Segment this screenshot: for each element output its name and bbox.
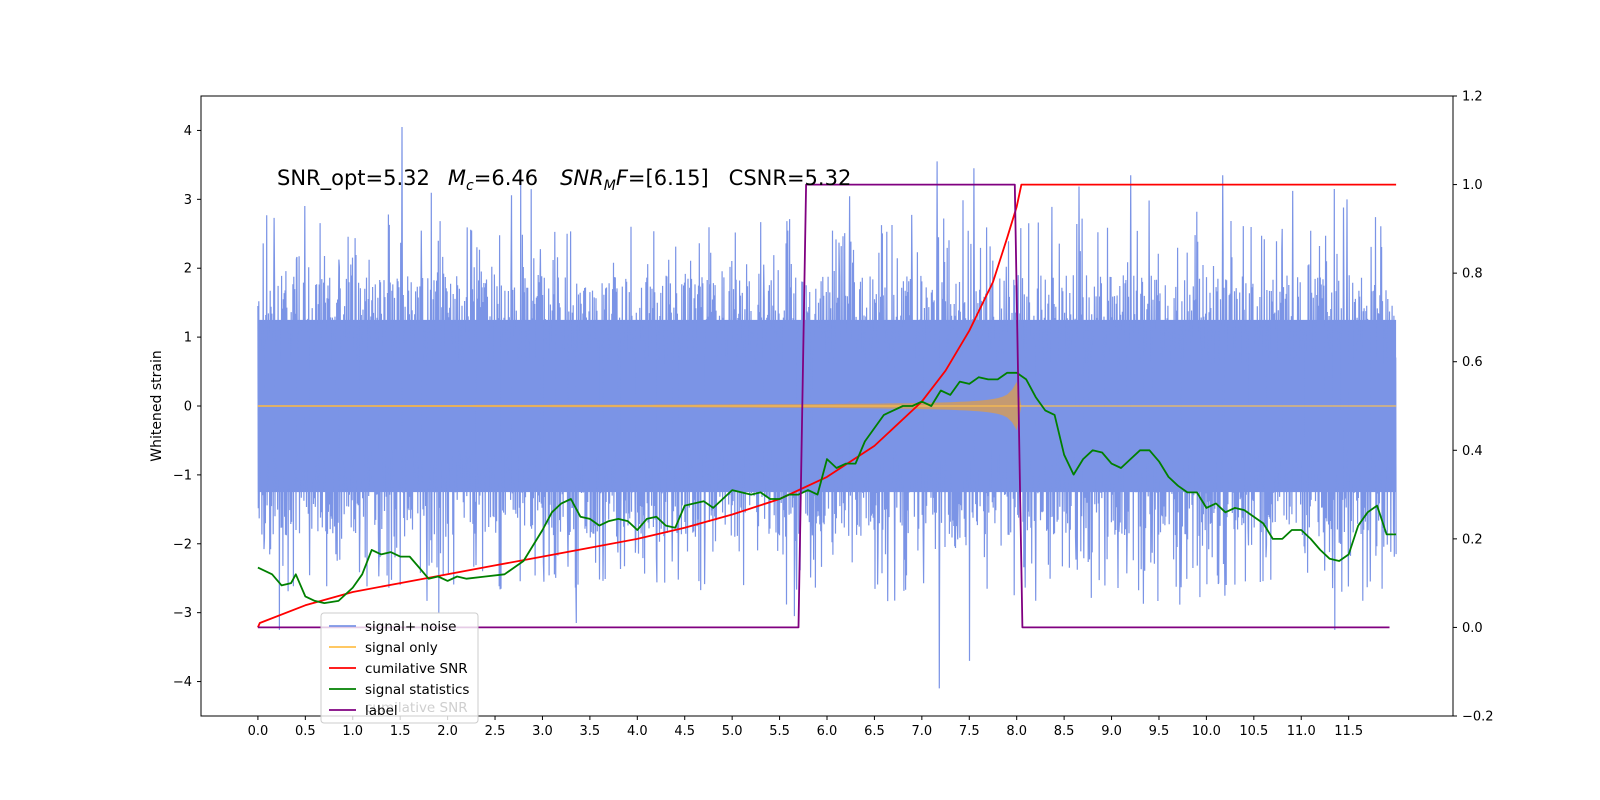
left-y-tick-label: −3 [173, 606, 192, 621]
left-y-axis: 4 3 2 1 0 −1 −2 −3 −4 [173, 124, 201, 690]
annotation-mc-subscript: c [466, 178, 474, 194]
plot-area [257, 126, 1397, 689]
y-axis-label: Whitened strain [149, 350, 165, 461]
x-tick-label: 5.0 [722, 724, 743, 739]
x-tick-label: 2.0 [437, 724, 458, 739]
left-y-tick-label: 2 [184, 262, 192, 277]
left-y-tick-label: 0 [184, 400, 192, 415]
left-y-tick-label: −2 [173, 537, 192, 552]
x-tick-label: 8.5 [1054, 724, 1075, 739]
right-y-tick-label: −0.2 [1462, 710, 1494, 725]
right-y-tick-label: 0.6 [1462, 355, 1483, 370]
x-tick-label: 9.5 [1149, 724, 1170, 739]
x-tick-label: 4.5 [674, 724, 695, 739]
x-tick-label: 7.5 [959, 724, 980, 739]
x-tick-label: 0.5 [295, 724, 316, 739]
left-y-tick-label: 3 [184, 193, 192, 208]
signal-statistics-line [257, 371, 1397, 604]
legend-label: signal statistics [365, 682, 469, 698]
annotation-text: SNR_opt=5.32 Mc=6.46 SNRMF=[6.15] CSNR=5.32 [277, 166, 851, 194]
legend-label: signal+ noise [365, 619, 456, 635]
annotation-mc-symbol: M [448, 166, 466, 190]
right-y-tick-label: 1.2 [1462, 90, 1483, 105]
right-y-tick-label: 0.0 [1462, 621, 1483, 636]
x-tick-label: 5.5 [769, 724, 790, 739]
x-tick-label: 11.0 [1287, 724, 1316, 739]
label-line [257, 183, 1390, 629]
annotation-snrmf-subscript: M [604, 178, 616, 194]
legend-label: signal only [365, 640, 438, 656]
legend-ghost-text: cumilative SNR [365, 700, 468, 716]
annotation-snrmf-symbol: SNR [560, 166, 604, 190]
x-axis: 0.0 0.5 1.0 1.5 2.0 2.5 3.0 3.5 4.0 4.5 5.0 5.5 6.0 6… [248, 716, 1363, 739]
annotation-snrmf-f: F [616, 166, 629, 190]
x-tick-label: 3.0 [532, 724, 553, 739]
x-tick-label: 1.5 [390, 724, 411, 739]
left-y-tick-label: −1 [173, 468, 192, 483]
legend-box [320, 612, 479, 724]
annotation-csnr: CSNR=5.32 [729, 166, 852, 190]
legend: cumilative SNR signal+ noise signal only c… [320, 612, 479, 724]
x-tick-label: 4.0 [627, 724, 648, 739]
x-tick-label: 7.0 [912, 724, 933, 739]
signal-only-series [257, 381, 1397, 431]
x-tick-label: 10.0 [1192, 724, 1221, 739]
cumulative-snr-line [257, 183, 1397, 628]
x-tick-label: 2.5 [485, 724, 506, 739]
right-y-axis: 1.2 1.0 0.8 0.6 0.4 0.2 0.0 −0.2 [1453, 90, 1494, 725]
right-y-tick-label: 0.8 [1462, 267, 1483, 282]
annotation-snr-opt: SNR_opt=5.32 [277, 166, 430, 191]
cumulative-snr-series [257, 183, 1397, 628]
legend-label: cumilative SNR [365, 661, 468, 677]
signal-noise-line [257, 126, 1397, 689]
legend-entries: signal+ noise signal only cumilative SNR si… [329, 619, 469, 719]
right-y-tick-label: 0.2 [1462, 532, 1483, 547]
annotation-mc-value: =6.46 [474, 166, 538, 190]
left-y-tick-label: 4 [184, 124, 192, 139]
left-y-tick-label: −4 [173, 675, 192, 690]
x-tick-label: 6.0 [817, 724, 838, 739]
signal-statistics-series [257, 371, 1397, 604]
annotation-snrmf-value: =[6.15] [628, 166, 709, 190]
x-tick-label: 6.5 [864, 724, 885, 739]
label-series [257, 183, 1390, 629]
right-y-tick-label: 1.0 [1462, 178, 1483, 193]
left-y-tick-label: 1 [184, 331, 192, 346]
legend-label: label [365, 703, 398, 719]
x-tick-label: 10.5 [1239, 724, 1268, 739]
x-tick-label: 1.0 [342, 724, 363, 739]
x-tick-label: 11.5 [1334, 724, 1363, 739]
x-tick-label: 9.0 [1101, 724, 1122, 739]
x-tick-label: 0.0 [248, 724, 269, 739]
x-tick-label: 8.0 [1006, 724, 1027, 739]
x-tick-label: 3.5 [580, 724, 601, 739]
right-y-tick-label: 0.4 [1462, 444, 1483, 459]
